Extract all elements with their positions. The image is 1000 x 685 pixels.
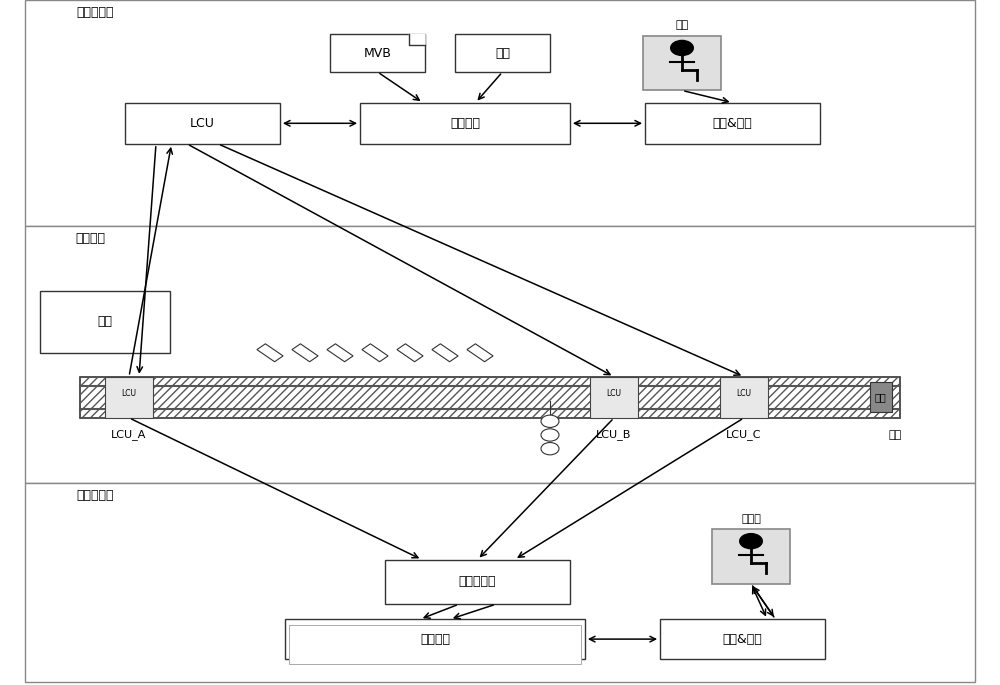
Text: 轨道: 轨道 <box>875 393 887 402</box>
Text: 设备房设备: 设备房设备 <box>76 489 114 501</box>
Bar <box>25 226 975 483</box>
Bar <box>590 377 638 418</box>
Bar <box>25 0 975 226</box>
Circle shape <box>670 40 694 56</box>
Text: 车载子系统: 车载子系统 <box>76 6 114 18</box>
Bar <box>125 103 280 144</box>
Bar <box>360 103 570 144</box>
Text: LCU_B: LCU_B <box>596 429 632 440</box>
Circle shape <box>541 429 559 441</box>
Text: 车档: 车档 <box>888 430 902 440</box>
Bar <box>25 483 975 682</box>
Text: LCU: LCU <box>736 389 752 399</box>
Circle shape <box>541 443 559 455</box>
Text: 报警&切除: 报警&切除 <box>723 633 762 645</box>
Bar <box>455 34 550 72</box>
Text: 光纤交换机: 光纤交换机 <box>459 575 496 588</box>
Bar <box>80 377 900 418</box>
Text: 报警&切除: 报警&切除 <box>713 117 752 129</box>
Text: 车控室: 车控室 <box>741 514 761 523</box>
Text: 轨旁设备: 轨旁设备 <box>75 232 105 245</box>
Text: LCU: LCU <box>190 117 215 129</box>
Text: 轨旁主机: 轨旁主机 <box>420 633 450 645</box>
Text: LCU_A: LCU_A <box>111 429 147 440</box>
Text: LCU: LCU <box>606 389 622 399</box>
Bar <box>645 103 820 144</box>
Polygon shape <box>409 34 425 45</box>
Text: LCU: LCU <box>122 389 136 399</box>
Bar <box>870 382 892 412</box>
Bar <box>330 34 425 72</box>
Circle shape <box>541 415 559 427</box>
Bar <box>643 36 721 90</box>
Bar <box>385 560 570 604</box>
Text: MVB: MVB <box>364 47 391 60</box>
Bar <box>105 377 153 418</box>
Bar <box>712 529 790 584</box>
Text: 车载主机: 车载主机 <box>450 117 480 129</box>
Text: 司机: 司机 <box>675 21 689 30</box>
Bar <box>80 377 900 418</box>
Circle shape <box>739 533 763 549</box>
Text: 站台: 站台 <box>98 316 113 328</box>
Bar <box>660 619 825 659</box>
Bar <box>285 619 585 659</box>
Bar <box>720 377 768 418</box>
Text: 供电: 供电 <box>495 47 510 60</box>
Bar <box>40 291 170 353</box>
Text: LCU_C: LCU_C <box>726 429 762 440</box>
Bar <box>289 625 581 664</box>
